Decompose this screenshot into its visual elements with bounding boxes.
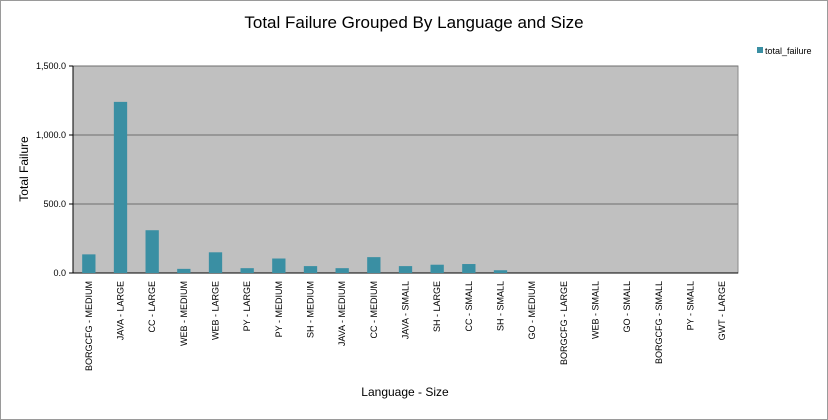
- y-tick-label: 1,500.0: [36, 61, 66, 71]
- bar: [82, 254, 96, 273]
- x-tick-label: GWT - LARGE: [717, 281, 727, 340]
- legend-label: total_failure: [765, 46, 812, 56]
- x-tick-label: JAVA - MEDIUM: [337, 281, 347, 346]
- bar: [113, 101, 128, 273]
- bar: [398, 266, 413, 273]
- bar: [145, 230, 159, 273]
- x-tick-label: CC - LARGE: [147, 281, 157, 333]
- bar: [493, 270, 508, 273]
- x-tick-label: PY - LARGE: [242, 281, 252, 331]
- x-tick-label: WEB - SMALL: [591, 281, 601, 339]
- x-tick-label: GO - MEDIUM: [527, 281, 537, 340]
- x-tick-label: JAVA - SMALL: [401, 281, 411, 339]
- x-tick-label: BORGCFG - LARGE: [559, 281, 569, 365]
- y-axis-title: Total Failure: [17, 136, 31, 202]
- x-tick-label: CC - SMALL: [464, 281, 474, 332]
- x-tick-label: SH - MEDIUM: [306, 281, 316, 338]
- x-tick-label: PY - MEDIUM: [274, 281, 284, 337]
- x-tick-label: WEB - LARGE: [211, 281, 221, 340]
- x-axis-title: Language - Size: [361, 385, 449, 399]
- bar: [430, 264, 444, 273]
- bar: [208, 252, 223, 273]
- legend: total_failure: [757, 46, 812, 56]
- x-tick-label: WEB - MEDIUM: [179, 281, 189, 346]
- bar: [367, 257, 381, 273]
- x-tick-label: SH - LARGE: [432, 281, 442, 332]
- bar: [335, 268, 349, 273]
- x-tick-label: SH - SMALL: [496, 281, 506, 331]
- y-tick-label: 0.0: [53, 268, 66, 278]
- x-tick-label: CC - MEDIUM: [369, 281, 379, 339]
- bar: [303, 266, 318, 273]
- bar: [272, 258, 286, 273]
- bar: [177, 268, 191, 273]
- y-tick-label: 500.0: [43, 199, 66, 209]
- x-tick-label: GO - SMALL: [622, 281, 632, 333]
- y-tick-label: 1,000.0: [36, 130, 66, 140]
- plot-background: [72, 65, 739, 274]
- x-tick-label: JAVA - LARGE: [116, 281, 126, 340]
- chart-title: Total Failure Grouped By Language and Si…: [244, 13, 583, 32]
- x-tick-label: BORGCFG - MEDIUM: [84, 281, 94, 371]
- x-tick-label: BORGCFG - SMALL: [654, 281, 664, 364]
- bar: [462, 264, 476, 273]
- plot-area: 0.0 500.0 1,000.0 1,500.0 BORGCFG - MEDIUM JA…: [36, 61, 739, 371]
- bar: [240, 268, 254, 273]
- x-tick-label: PY - SMALL: [686, 281, 696, 330]
- legend-swatch: [757, 47, 763, 53]
